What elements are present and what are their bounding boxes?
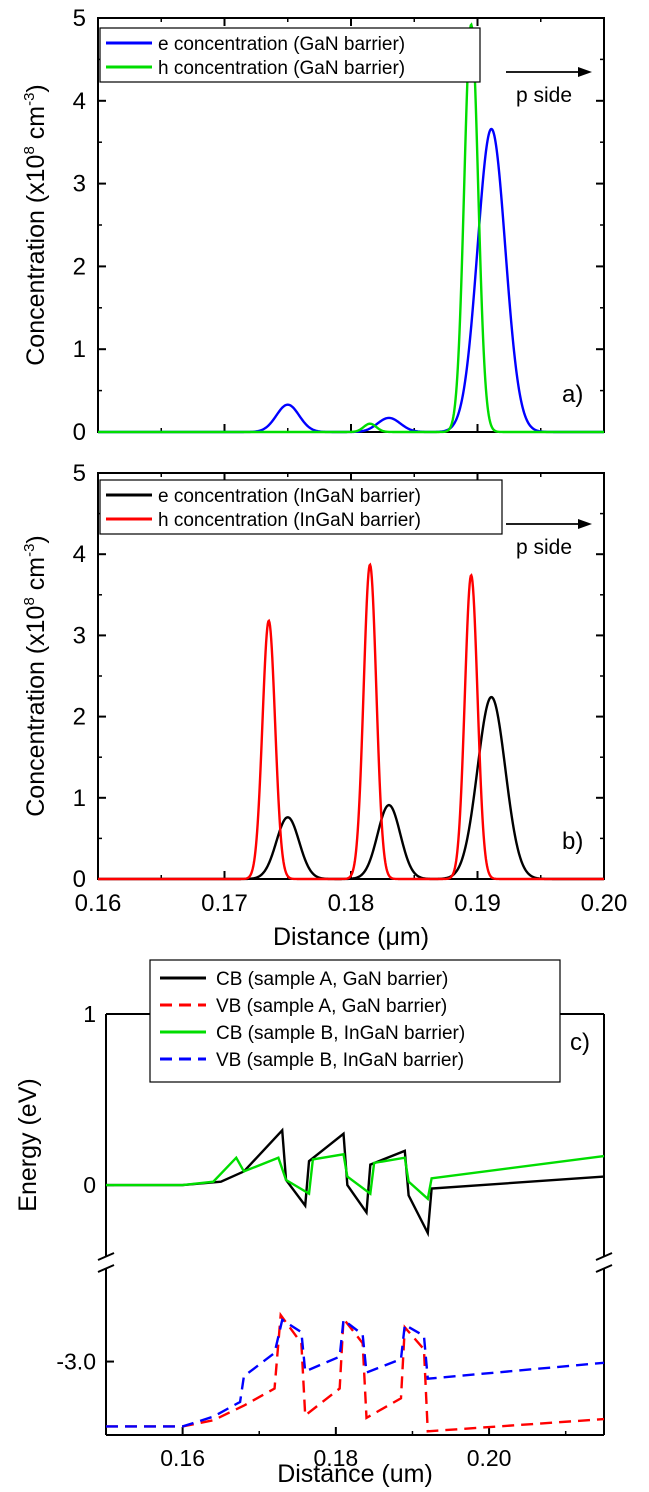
y-tick-label: 1 <box>73 336 86 363</box>
y-tick-label: 3 <box>73 171 86 198</box>
axis-break-mark <box>97 1252 115 1261</box>
series-line <box>98 22 604 434</box>
x-axis-label: Distance (μm) <box>273 923 429 951</box>
y-tick-label: 1 <box>83 1001 96 1027</box>
x-axis-label: Distance (um) <box>277 1460 433 1488</box>
p-side-label: p side <box>516 536 572 559</box>
y-tick-label: 3 <box>73 622 86 649</box>
y-tick-label: 4 <box>73 88 86 115</box>
y-tick-label: 2 <box>73 704 86 731</box>
y-tick-label: 0 <box>73 419 86 446</box>
y-axis-label: Concentration (x108 cm-3) <box>21 535 50 817</box>
legend: CB (sample A, GaN barrier) VB (sample A, … <box>149 959 561 1083</box>
legend-label: h concentration (GaN barrier) <box>158 58 405 79</box>
series-line <box>106 1152 605 1202</box>
x-tick-label: 0.17 <box>201 890 248 917</box>
x-tick-label: 0.20 <box>467 1445 512 1471</box>
p-side-arrowhead <box>578 519 592 529</box>
legend-box <box>99 27 481 83</box>
x-tick-label: 0.20 <box>581 890 628 917</box>
panel-label: b) <box>562 828 583 855</box>
panel-c: 1 0 -3.0 0.16 0.18 0.20 CB (sample A, GaN barr… <box>14 959 613 1488</box>
axis-break-mark <box>595 1252 613 1261</box>
y-tick-label: 0 <box>73 866 86 893</box>
series-line <box>98 695 604 881</box>
legend: e concentration (InGaN barrier) h concent… <box>99 479 503 535</box>
x-tick-label: 0.18 <box>328 890 375 917</box>
legend-label: CB (sample B, InGaN barrier) <box>216 1023 465 1044</box>
panel-label: a) <box>562 381 583 408</box>
x-tick-label: 0.19 <box>454 890 501 917</box>
panel-b: 0 1 2 3 4 5 0.16 0.17 0.18 0.19 0.20 Concentration … <box>21 460 627 951</box>
y-axis-label: Energy (eV) <box>14 1078 42 1211</box>
legend-label: e concentration (InGaN barrier) <box>158 486 421 507</box>
legend-box <box>149 959 561 1083</box>
series-line <box>106 1311 605 1433</box>
legend-box <box>99 479 503 535</box>
y-tick-label: 5 <box>73 5 86 32</box>
series-line <box>106 1317 605 1428</box>
x-tick-label: 0.18 <box>313 1445 358 1471</box>
p-side-arrowhead <box>578 67 592 77</box>
legend-label: VB (sample A, GaN barrier) <box>216 996 447 1017</box>
legend: e concentration (GaN barrier) h concentra… <box>99 27 481 83</box>
legend-label: e concentration (GaN barrier) <box>158 34 405 55</box>
y-axis-label: Concentration (x108 cm-3) <box>21 84 50 366</box>
x-tick-label: 0.16 <box>75 890 122 917</box>
axis-break-mark <box>97 1264 115 1273</box>
series-line <box>98 127 604 434</box>
p-side-label: p side <box>516 84 572 107</box>
y-tick-label: 4 <box>73 541 86 568</box>
legend-label: CB (sample A, GaN barrier) <box>216 969 448 990</box>
y-tick-label: 0 <box>83 1172 96 1198</box>
legend-label: VB (sample B, InGaN barrier) <box>216 1050 464 1071</box>
panel-label: c) <box>570 1029 590 1056</box>
legend-label: h concentration (InGaN barrier) <box>158 510 421 531</box>
y-tick-label: 5 <box>73 460 86 487</box>
x-tick-label: 0.16 <box>160 1445 205 1471</box>
y-tick-label: 1 <box>73 785 86 812</box>
series-line <box>106 1127 605 1238</box>
series-line <box>98 562 604 881</box>
y-tick-label: 2 <box>73 253 86 280</box>
panel-a: 0 1 2 3 4 5 Concentration (x108 cm-3) e concent… <box>21 5 605 446</box>
axis-break-mark <box>595 1264 613 1273</box>
y-tick-label: -3.0 <box>56 1349 96 1375</box>
